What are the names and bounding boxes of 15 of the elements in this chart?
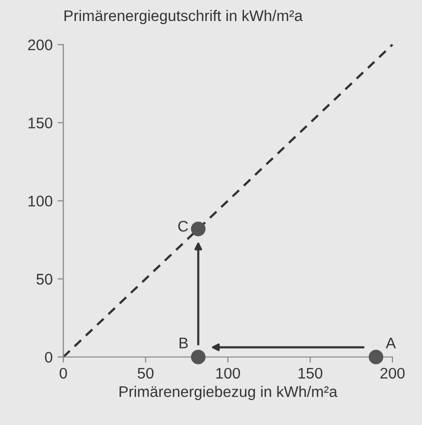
x-axis-title: Primärenergiebezug in kWh/m²a [120, 386, 338, 400]
y-tick-label: 0 [44, 352, 52, 363]
y-axis-title: Primärenergiegutschrift in kWh/m²a [64, 10, 303, 24]
y-tick-label: 100 [28, 196, 52, 206]
annotation: C [178, 220, 188, 232]
annotation: B [180, 338, 188, 348]
x-tick-label: 50 [138, 368, 154, 379]
y-tick-label: 150 [28, 118, 52, 128]
y-tick-label: 50 [36, 274, 52, 285]
x-tick-label: 150 [298, 368, 322, 379]
y-tick-label: 200 [28, 39, 52, 50]
annotation: A [386, 338, 396, 348]
x-tick-label: 100 [216, 368, 240, 379]
x-tick-label: 0 [60, 368, 67, 379]
x-tick-label: 200 [380, 368, 405, 379]
